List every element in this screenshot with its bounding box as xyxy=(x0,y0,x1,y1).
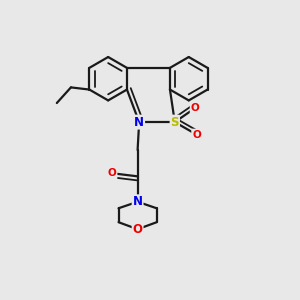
Text: N: N xyxy=(133,195,142,208)
Text: O: O xyxy=(190,103,199,113)
Text: O: O xyxy=(192,130,201,140)
Text: O: O xyxy=(108,168,117,178)
Text: O: O xyxy=(133,223,142,236)
Text: S: S xyxy=(170,116,179,129)
Text: N: N xyxy=(134,116,144,129)
